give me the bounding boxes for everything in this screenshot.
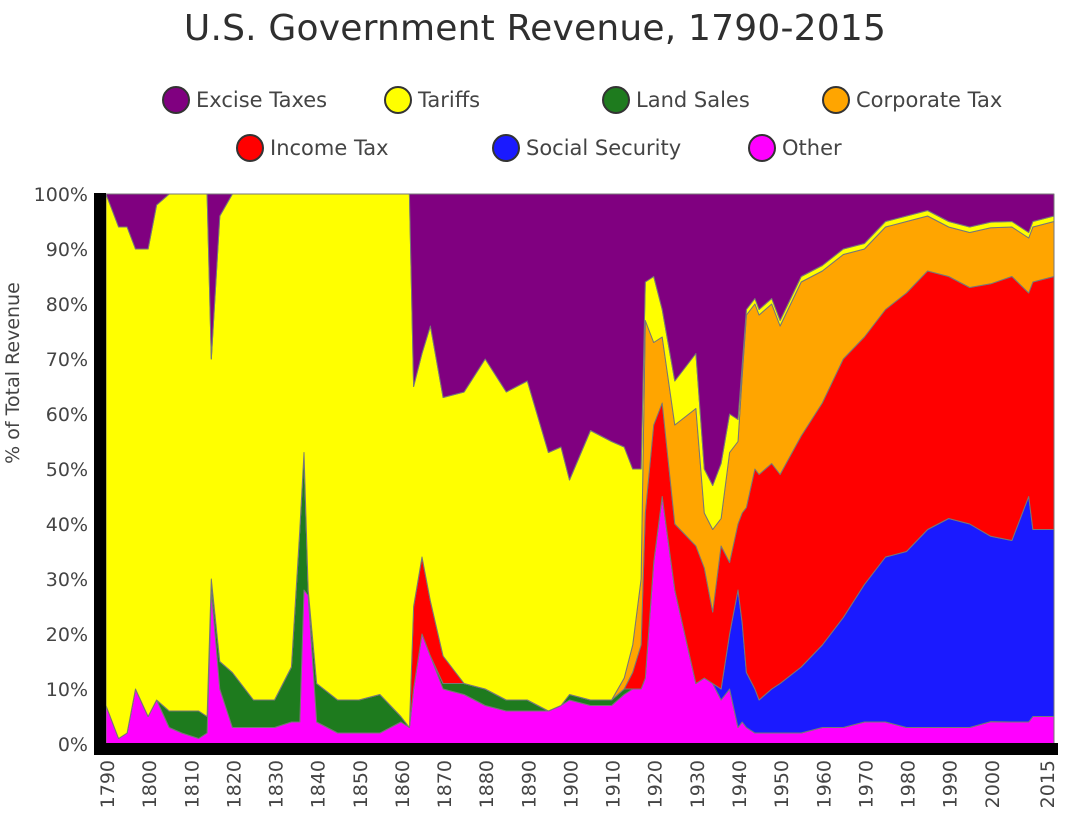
y-tick-label: 80% <box>46 294 88 316</box>
legend-swatch-tariffs <box>384 86 412 114</box>
legend-item-land-sales[interactable]: Land Sales <box>602 86 750 114</box>
x-tick-label: 1950 <box>771 760 793 808</box>
y-tick-labels: 0% 10% 20% 30% 40% 50% 60% 70% 80% 90% 100% <box>34 184 88 756</box>
x-tick-label: 1800 <box>139 760 161 808</box>
area-excise-taxes[interactable] <box>105 193 1055 486</box>
y-tick-label: 50% <box>46 459 88 481</box>
x-tick-label: 1900 <box>561 760 583 808</box>
legend-swatch-excise-taxes <box>162 86 190 114</box>
legend-label-tariffs: Tariffs <box>418 88 481 112</box>
x-tick-label: 2000 <box>982 760 1004 808</box>
legend-label-income-tax: Income Tax <box>270 136 389 160</box>
area-layer <box>105 193 1055 745</box>
y-tick-label: 10% <box>46 679 88 701</box>
x-tick-label: 1820 <box>223 760 245 808</box>
legend-item-income-tax[interactable]: Income Tax <box>236 134 389 162</box>
x-tick-label: 1790 <box>97 760 119 808</box>
legend-label-corporate-tax: Corporate Tax <box>856 88 1003 112</box>
legend-swatch-social-security <box>492 134 520 162</box>
x-tick-labels: 1790 1800 1810 1820 1830 1840 1850 1860 1870 1880… <box>97 760 1059 808</box>
legend-swatch-land-sales <box>602 86 630 114</box>
x-tick-label: 1960 <box>813 760 835 808</box>
x-tick-label: 1930 <box>687 760 709 808</box>
y-tick-label: 40% <box>46 514 88 536</box>
x-tick-label: 1830 <box>266 760 288 808</box>
x-tick-label: 1870 <box>434 760 456 808</box>
legend-label-other: Other <box>782 136 842 160</box>
x-tick-label: 1990 <box>940 760 962 808</box>
legend-swatch-corporate-tax <box>822 86 850 114</box>
x-tick-label: 1910 <box>603 760 625 808</box>
legend-swatch-other <box>748 134 776 162</box>
x-tick-label: 1970 <box>855 760 877 808</box>
x-tick-label: 1810 <box>181 760 203 808</box>
x-tick-label: 1920 <box>645 760 667 808</box>
y-tick-label: 0% <box>58 734 88 756</box>
legend-label-land-sales: Land Sales <box>636 88 750 112</box>
legend-item-tariffs[interactable]: Tariffs <box>384 86 480 114</box>
y-axis-line <box>94 193 106 745</box>
y-tick-label: 100% <box>34 184 88 206</box>
x-tick-label: 1850 <box>350 760 372 808</box>
x-tick-label: 1940 <box>729 760 751 808</box>
legend-item-other[interactable]: Other <box>748 134 842 162</box>
legend-item-social-security[interactable]: Social Security <box>492 134 681 162</box>
y-tick-label: 90% <box>46 239 88 261</box>
chart-title: U.S. Government Revenue, 1790-2015 <box>183 8 887 49</box>
x-tick-label: 1880 <box>476 760 498 808</box>
x-tick-label: 1840 <box>308 760 330 808</box>
legend: Excise Taxes Tariffs Land Sales Corporat… <box>0 0 1080 180</box>
legend-label-excise-taxes: Excise Taxes <box>196 88 328 112</box>
x-tick-label: 1980 <box>898 760 920 808</box>
y-tick-label: 60% <box>46 404 88 426</box>
x-tick-label: 1890 <box>518 760 540 808</box>
x-tick-label: 1860 <box>392 760 414 808</box>
legend-item-excise-taxes[interactable]: Excise Taxes <box>162 86 327 114</box>
legend-label-social-security: Social Security <box>526 136 682 160</box>
legend-item-corporate-tax[interactable]: Corporate Tax <box>822 86 1002 114</box>
y-tick-label: 20% <box>46 624 88 646</box>
legend-swatch-income-tax <box>236 134 264 162</box>
y-tick-label: 30% <box>46 569 88 591</box>
x-tick-label: 2015 <box>1037 760 1059 808</box>
x-axis-line <box>94 743 1058 755</box>
y-tick-label: 70% <box>46 349 88 371</box>
